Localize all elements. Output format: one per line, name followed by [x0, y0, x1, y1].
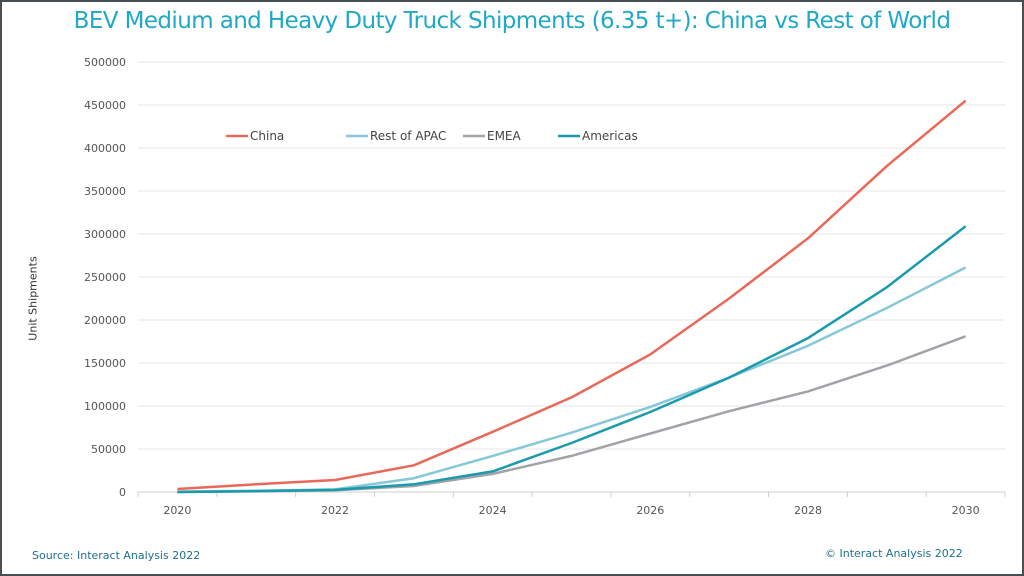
y-tick-label: 450000 — [84, 99, 126, 112]
x-tick-label: 2024 — [479, 504, 507, 517]
legend-label: EMEA — [487, 129, 522, 143]
legend-label: Americas — [582, 129, 638, 143]
x-tick-label: 2020 — [163, 504, 191, 517]
x-tick-label: 2022 — [321, 504, 349, 517]
series-line-americas — [177, 225, 967, 494]
x-tick-label: 2030 — [952, 504, 980, 517]
y-tick-label: 300000 — [84, 228, 126, 241]
y-tick-label: 250000 — [84, 271, 126, 284]
y-tick-label: 0 — [119, 486, 126, 499]
source-note: Source: Interact Analysis 2022 — [32, 549, 201, 562]
x-tick-label: 2026 — [636, 504, 664, 517]
copyright-note: © Interact Analysis 2022 — [825, 547, 963, 560]
y-tick-label: 400000 — [84, 142, 126, 155]
chart-title: BEV Medium and Heavy Duty Truck Shipment… — [73, 8, 951, 34]
y-tick-label: 50000 — [91, 443, 126, 456]
series-line-china — [177, 99, 967, 491]
legend-label: China — [250, 129, 284, 143]
series-line-emea — [177, 335, 967, 494]
y-tick-label: 150000 — [84, 357, 126, 370]
y-tick-label: 100000 — [84, 400, 126, 413]
y-tick-label: 500000 — [84, 56, 126, 69]
x-tick-label: 2028 — [794, 504, 822, 517]
legend-label: Rest of APAC — [370, 129, 446, 143]
y-tick-label: 350000 — [84, 185, 126, 198]
y-tick-label: 200000 — [84, 314, 126, 327]
